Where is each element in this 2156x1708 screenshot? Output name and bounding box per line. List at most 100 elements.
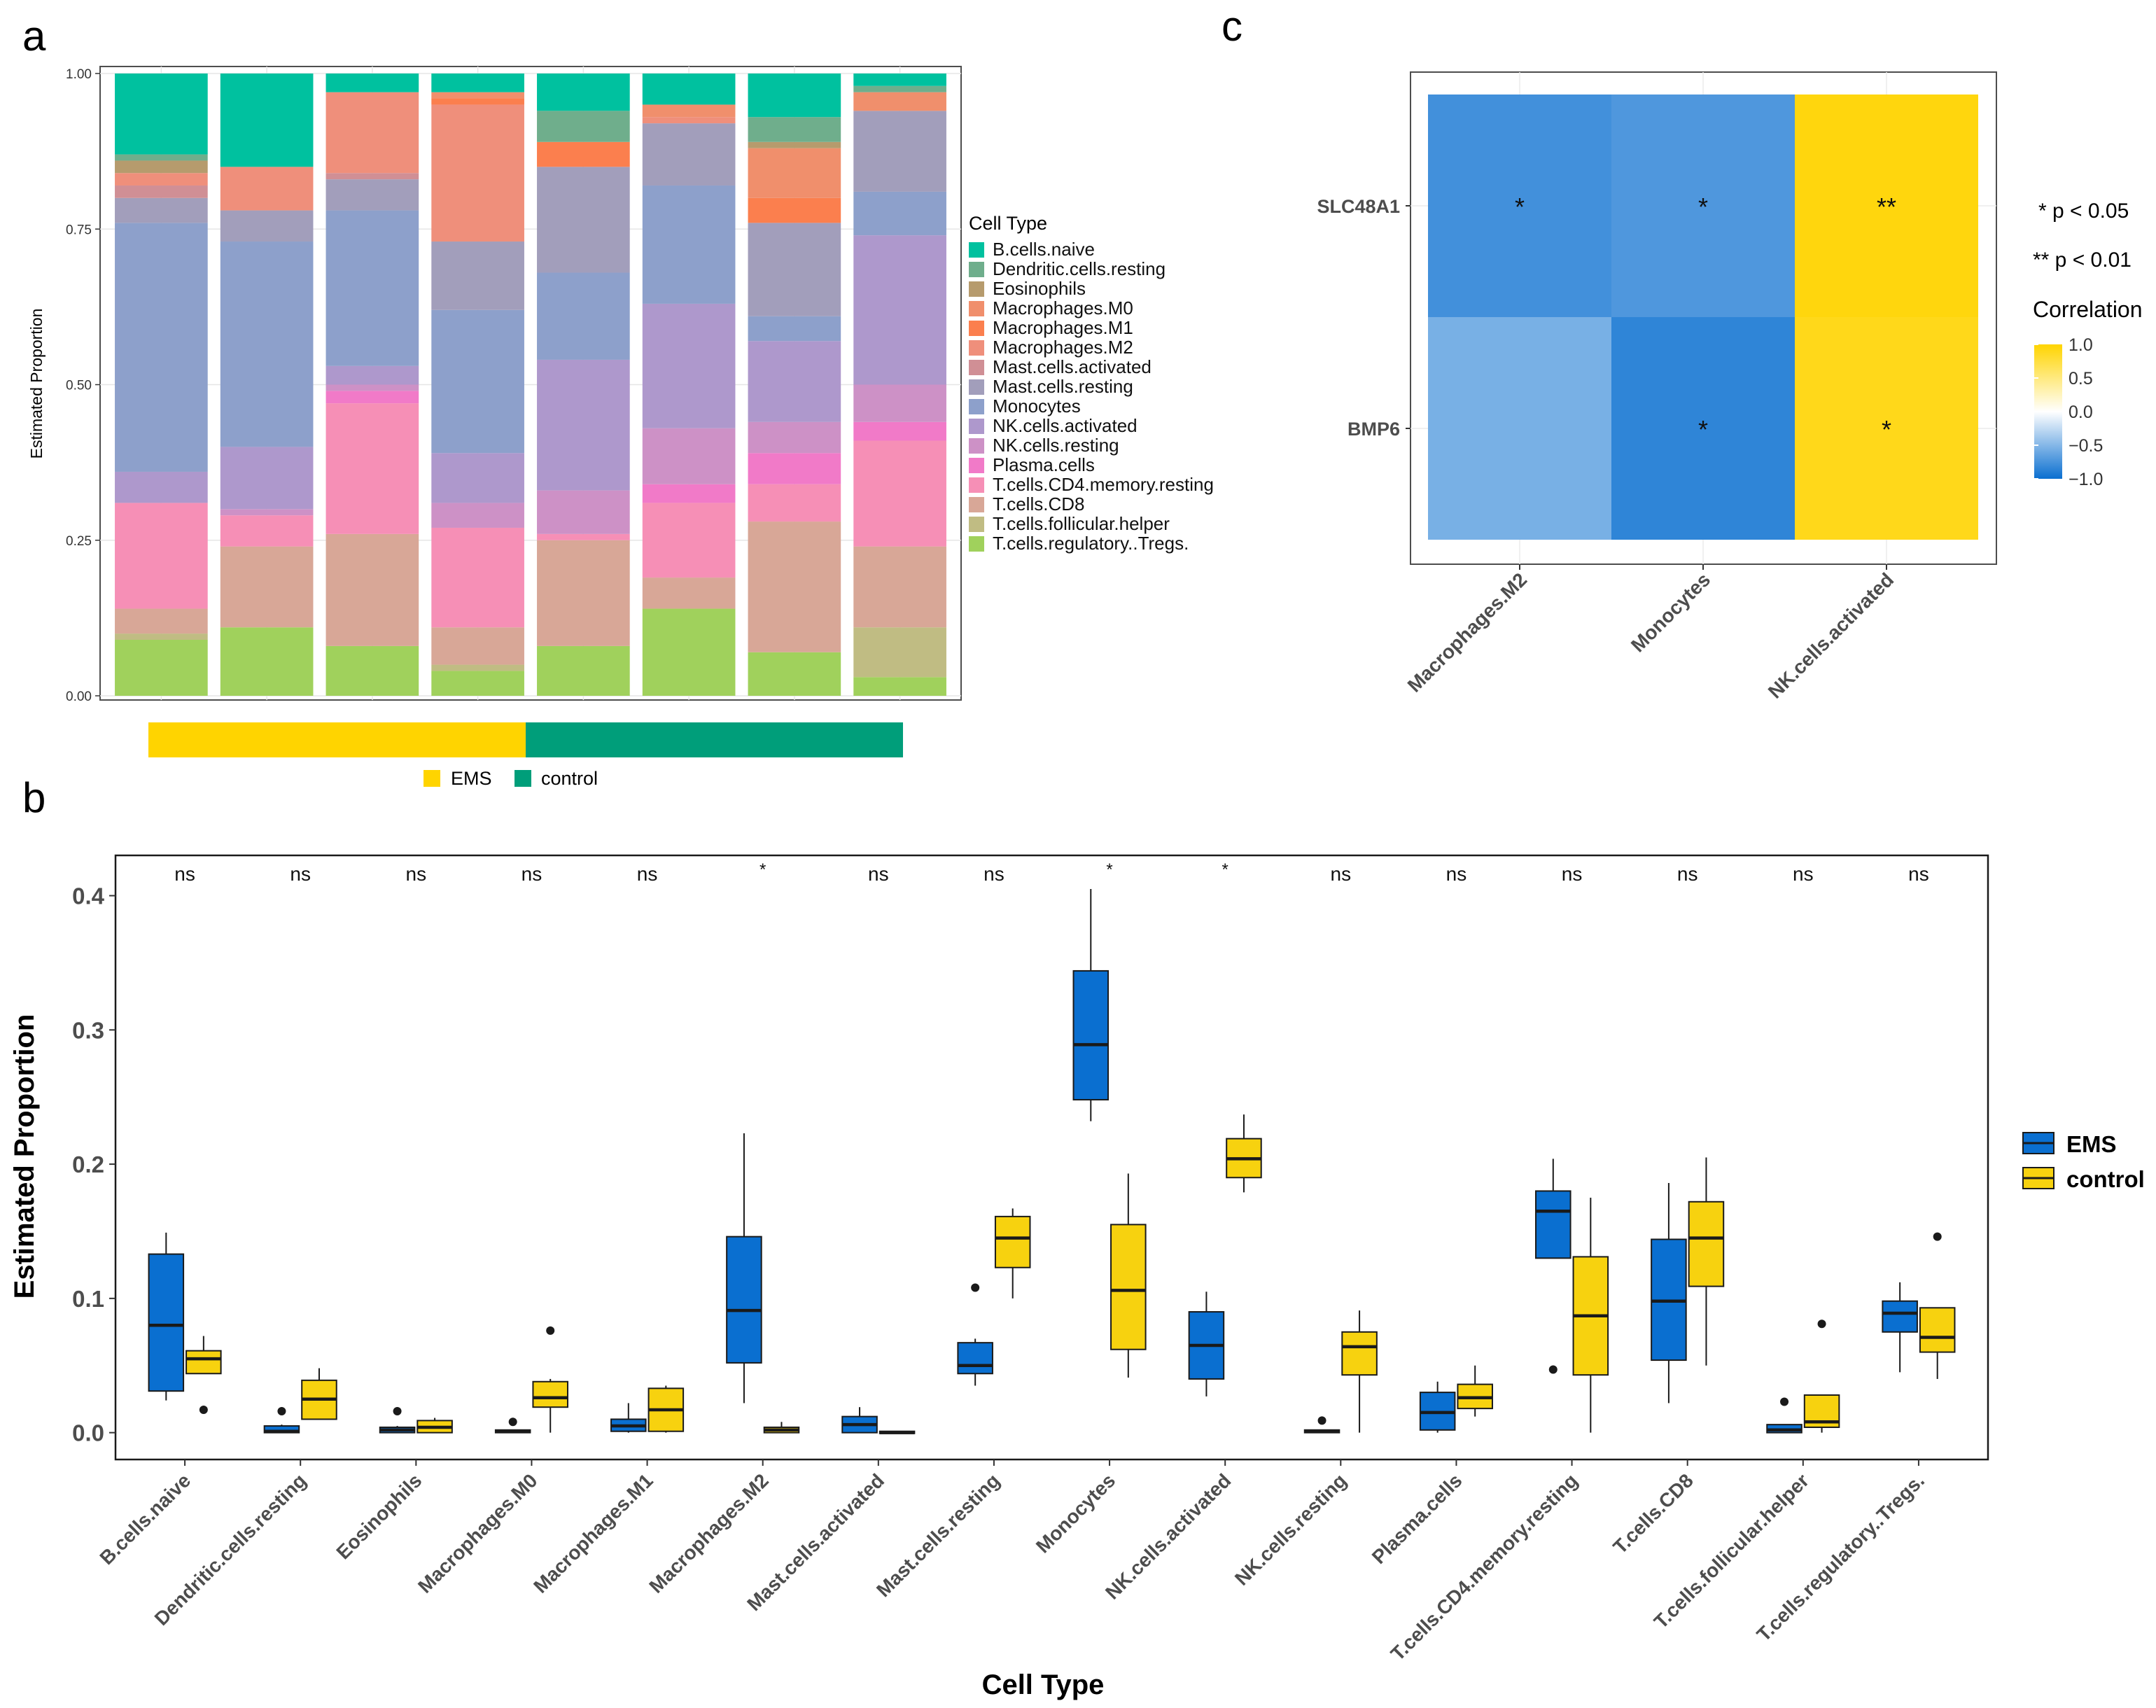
stacked-segment-T.cells.regulatory..Tregs. [326,645,419,696]
stacked-segment-Monocytes [220,241,314,447]
stacked-segment-T.cells.CD4.memory.resting [115,503,208,609]
colorbar-tick-label: 1.0 [2068,335,2093,355]
stacked-segment-B.cells.naive [326,74,419,92]
legend-label-Mast.cells.resting: Mast.cells.resting [993,376,1133,397]
stacked-segment-T.cells.CD4.memory.resting [220,515,314,547]
legend-swatch-Monocytes [969,399,984,414]
outlier-control-B.cells.naive [199,1406,208,1415]
legend-swatch-Plasma.cells [969,458,984,473]
significance-label: ns [1677,863,1698,885]
stacked-segment-Dendritic.cells.resting [748,117,841,142]
significance-label: ns [1562,863,1583,885]
stacked-segment-Macrophages.M0 [642,104,736,118]
legend-swatch-T.cells.follicular.helper [969,517,984,532]
legend-label-Mast.cells.activated: Mast.cells.activated [993,356,1152,377]
significance-label: ns [637,863,658,885]
stacked-segment-Macrophages.M0 [748,148,841,198]
colorbar-tick-label: 0.5 [2068,369,2093,388]
group-legend-ems-label: EMS [451,768,492,789]
box-EMS-Monocytes [1072,969,1110,1101]
stacked-segment-T.cells.CD4.memory.resting [326,403,419,534]
stacked-segment-T.cells.CD8 [220,546,314,628]
stacked-segment-Mast.cells.resting [853,111,946,192]
legend-label-Macrophages.M1: Macrophages.M1 [993,317,1133,338]
panel-a-y-tick-label: 0.00 [66,690,92,704]
stacked-segment-Mast.cells.resting [748,223,841,316]
legend-label-Macrophages.M0: Macrophages.M0 [993,298,1133,318]
stacked-segment-T.cells.CD4.memory.resting [537,533,630,540]
significance-label: ns [406,863,427,885]
significance-label: * [760,860,766,879]
panel-c-row-label: SLC48A1 [1317,196,1400,217]
panel-a-y-tick-label: 0.75 [66,223,92,237]
stacked-segment-B.cells.naive [220,74,314,167]
panel-a-y-label: Estimated Proportion [27,309,46,459]
legend-swatch-T.cells.CD8 [969,497,984,512]
group-legend-ems-swatch [424,770,440,787]
stacked-segment-Monocytes [326,210,419,366]
stacked-segment-T.cells.CD8 [853,546,946,628]
legend-swatch-Eosinophils [969,281,984,297]
outlier-EMS-NK.cells.resting [1317,1416,1326,1425]
box-EMS-Mast.cells.resting [957,1342,993,1375]
panel-a-y-tick-label: 1.00 [66,67,92,82]
panel-b: 0.00.10.20.30.4 ns ns ns ns ns * ns ns * * ns ns ns n… [9,854,2145,1700]
outlier-EMS-Mast.cells.resting [971,1283,980,1292]
stacked-segment-Macrophages.M1 [537,141,630,167]
legend-swatch-Macrophages.M1 [969,321,984,336]
group-legend-control-label: control [541,768,598,789]
panel-b-x-label: Macrophages.M1 [529,1469,657,1597]
stacked-segment-B.cells.naive [537,74,630,111]
colorbar-tick-label: 0.0 [2068,402,2093,422]
stacked-segment-Mast.cells.resting [326,179,419,211]
legend-label-T.cells.CD4.memory.resting: T.cells.CD4.memory.resting [993,474,1214,495]
stacked-segment-T.cells.follicular.helper [115,634,208,640]
panel-b-x-label: Cell Type [982,1670,1105,1700]
panel-c-row-labels: SLC48A1 BMP6 [1317,196,1410,440]
significance-label: ns [983,863,1004,885]
stacked-segment-Plasma.cells [326,391,419,404]
stacked-segment-NK.cells.resting [220,509,314,516]
box-EMS-B.cells.naive [148,1253,185,1392]
stacked-segment-Monocytes [115,223,208,472]
heatmap-star: * [1882,415,1891,444]
stacked-segment-NK.cells.resting [748,421,841,454]
panel-a-bars [115,74,946,696]
box-control-T.cells.regulatory..Tregs. [1919,1307,1956,1353]
panel-b-y-tick-label: 0.4 [72,883,105,909]
significance-label: * [1106,860,1112,879]
box-control-T.cells.CD8 [1688,1200,1725,1287]
stacked-segment-T.cells.follicular.helper [853,627,946,678]
legend-label-T.cells.regulatory..Tregs.: T.cells.regulatory..Tregs. [993,533,1189,554]
stacked-segment-Macrophages.M1 [431,98,524,105]
stacked-segment-NK.cells.resting [431,503,524,528]
sig-legend-1: * p < 0.05 [2038,200,2129,223]
legend-label-Dendritic.cells.resting: Dendritic.cells.resting [993,258,1166,279]
heatmap-cell-BMP6-NK.cells.activated [1795,317,1978,540]
stacked-segment-T.cells.CD8 [431,627,524,665]
stacked-segment-B.cells.naive [748,74,841,118]
outlier-EMS-Eosinophils [393,1406,402,1415]
panel-b-x-label: NK.cells.activated [1101,1469,1235,1603]
outlier-EMS-T.cells.CD4.memory.resting [1548,1365,1558,1374]
panel-c-row-label: BMP6 [1348,419,1400,440]
significance-label: ns [1908,863,1929,885]
stacked-segment-T.cells.regulatory..Tregs. [537,645,630,696]
panel-c-column-label: Macrophages.M2 [1404,568,1532,696]
legend-label-B.cells.naive: B.cells.naive [993,239,1095,260]
stacked-segment-NK.cells.activated [748,341,841,422]
stacked-segment-T.cells.follicular.helper [431,664,524,671]
panel-label-c: c [1222,3,1242,50]
stacked-segment-B.cells.naive [115,74,208,155]
group-bar-control [526,722,903,757]
stacked-segment-NK.cells.resting [642,428,736,484]
outlier-EMS-Macrophages.M0 [508,1418,517,1427]
panel-b-y-ticks: 0.0 0.1 0.2 0.3 0.4 [72,883,115,1446]
stacked-segment-Mast.cells.resting [431,241,524,310]
outlier-EMS-T.cells.follicular.helper [1780,1397,1789,1406]
panel-b-x-label: T.cells.CD8 [1609,1469,1697,1558]
heatmap-cell-SLC48A1-Macrophages.M2 [1428,94,1611,317]
